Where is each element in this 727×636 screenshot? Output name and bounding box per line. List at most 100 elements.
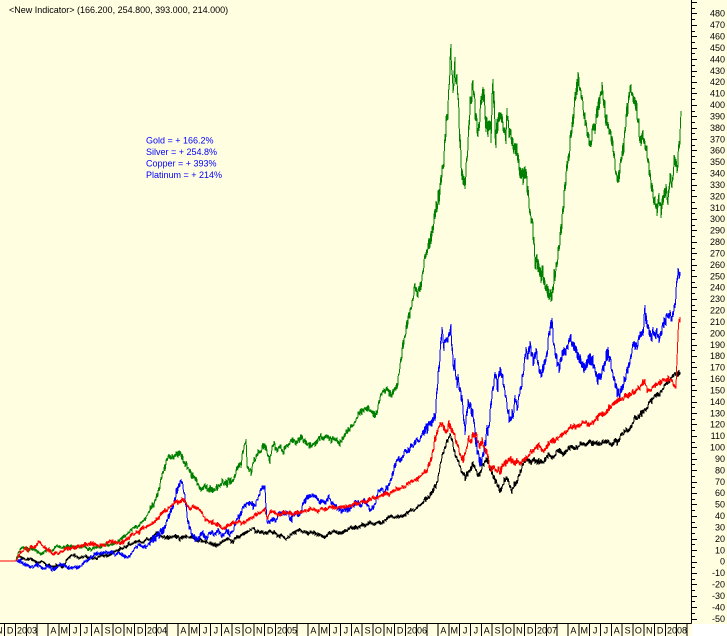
svg-text:150: 150 (710, 385, 725, 395)
svg-text:J: J (333, 626, 338, 636)
svg-text:A: A (570, 626, 576, 636)
svg-text:S: S (365, 626, 371, 636)
svg-text:N: N (0, 626, 2, 636)
svg-text:J: J (593, 626, 598, 636)
svg-text:40: 40 (715, 511, 725, 521)
svg-text:J: J (344, 626, 349, 636)
svg-text:N: N (646, 626, 653, 636)
svg-text:390: 390 (710, 111, 725, 121)
svg-text:2003: 2003 (17, 626, 37, 636)
svg-text:M: M (580, 626, 588, 636)
svg-text:M: M (190, 626, 198, 636)
svg-text:320: 320 (710, 191, 725, 201)
svg-text:170: 170 (710, 363, 725, 373)
svg-text:A: A (94, 626, 100, 636)
svg-text:50: 50 (715, 500, 725, 510)
svg-text:<New Indicator> (166.200, 254.: <New Indicator> (166.200, 254.800, 393.0… (9, 5, 228, 15)
svg-text:240: 240 (710, 283, 725, 293)
svg-text:N: N (126, 626, 133, 636)
svg-text:A: A (354, 626, 360, 636)
svg-text:230: 230 (710, 294, 725, 304)
svg-text:Platinum = + 214%: Platinum = + 214% (146, 170, 222, 180)
svg-text:-10: -10 (712, 568, 725, 578)
svg-text:450: 450 (710, 43, 725, 53)
svg-text:J: J (203, 626, 208, 636)
svg-text:460: 460 (710, 32, 725, 42)
svg-text:S: S (105, 626, 111, 636)
svg-text:190: 190 (710, 340, 725, 350)
svg-text:2004: 2004 (147, 626, 167, 636)
svg-text:260: 260 (710, 260, 725, 270)
svg-text:S: S (495, 626, 501, 636)
svg-text:280: 280 (710, 237, 725, 247)
svg-text:D: D (7, 626, 14, 636)
svg-text:70: 70 (715, 477, 725, 487)
svg-text:J: J (73, 626, 78, 636)
svg-text:370: 370 (710, 134, 725, 144)
svg-text:90: 90 (715, 454, 725, 464)
svg-text:O: O (115, 626, 122, 636)
svg-text:M: M (321, 626, 329, 636)
svg-text:J: J (84, 626, 89, 636)
svg-text:420: 420 (710, 77, 725, 87)
svg-text:400: 400 (710, 100, 725, 110)
svg-text:360: 360 (710, 146, 725, 156)
svg-text:A: A (310, 626, 316, 636)
svg-text:270: 270 (710, 248, 725, 258)
svg-text:D: D (137, 626, 144, 636)
svg-text:D: D (657, 626, 664, 636)
svg-text:A: A (50, 626, 56, 636)
svg-text:N: N (516, 626, 523, 636)
svg-text:M: M (60, 626, 68, 636)
svg-text:100: 100 (710, 443, 725, 453)
svg-text:J: J (604, 626, 609, 636)
svg-text:S: S (625, 626, 631, 636)
svg-text:2008: 2008 (667, 626, 687, 636)
svg-text:20: 20 (715, 534, 725, 544)
svg-text:430: 430 (710, 66, 725, 76)
svg-text:Copper = + 393%: Copper = + 393% (146, 159, 217, 169)
svg-text:D: D (397, 626, 404, 636)
svg-text:140: 140 (710, 397, 725, 407)
svg-text:O: O (505, 626, 512, 636)
svg-text:A: A (224, 626, 230, 636)
svg-text:210: 210 (710, 317, 725, 327)
svg-text:380: 380 (710, 123, 725, 133)
svg-text:440: 440 (710, 54, 725, 64)
svg-text:160: 160 (710, 374, 725, 384)
svg-text:J: J (474, 626, 479, 636)
svg-text:120: 120 (710, 420, 725, 430)
svg-text:300: 300 (710, 214, 725, 224)
svg-text:60: 60 (715, 488, 725, 498)
svg-text:470: 470 (710, 20, 725, 30)
svg-text:110: 110 (711, 431, 725, 441)
svg-text:N: N (256, 626, 263, 636)
svg-text:J: J (214, 626, 219, 636)
svg-text:J: J (463, 626, 468, 636)
svg-text:480: 480 (710, 9, 725, 19)
svg-text:220: 220 (710, 306, 725, 316)
svg-text:10: 10 (715, 545, 725, 555)
svg-text:340: 340 (710, 169, 725, 179)
svg-text:330: 330 (710, 180, 725, 190)
svg-text:D: D (527, 626, 534, 636)
svg-text:D: D (267, 626, 274, 636)
svg-text:30: 30 (715, 522, 725, 532)
svg-text:-30: -30 (712, 591, 725, 601)
svg-text:-40: -40 (712, 602, 725, 612)
svg-text:N: N (386, 626, 393, 636)
svg-text:Gold = + 166.2%: Gold = + 166.2% (146, 136, 214, 146)
svg-text:S: S (235, 626, 241, 636)
svg-text:310: 310 (710, 203, 725, 213)
svg-text:A: A (614, 626, 620, 636)
svg-text:0: 0 (720, 557, 725, 567)
svg-text:410: 410 (710, 89, 725, 99)
svg-text:A: A (180, 626, 186, 636)
svg-text:A: A (484, 626, 490, 636)
svg-text:180: 180 (710, 351, 725, 361)
svg-text:O: O (635, 626, 642, 636)
svg-text:250: 250 (710, 271, 725, 281)
svg-text:2005: 2005 (277, 626, 297, 636)
svg-text:-50: -50 (712, 614, 725, 624)
svg-text:O: O (375, 626, 382, 636)
